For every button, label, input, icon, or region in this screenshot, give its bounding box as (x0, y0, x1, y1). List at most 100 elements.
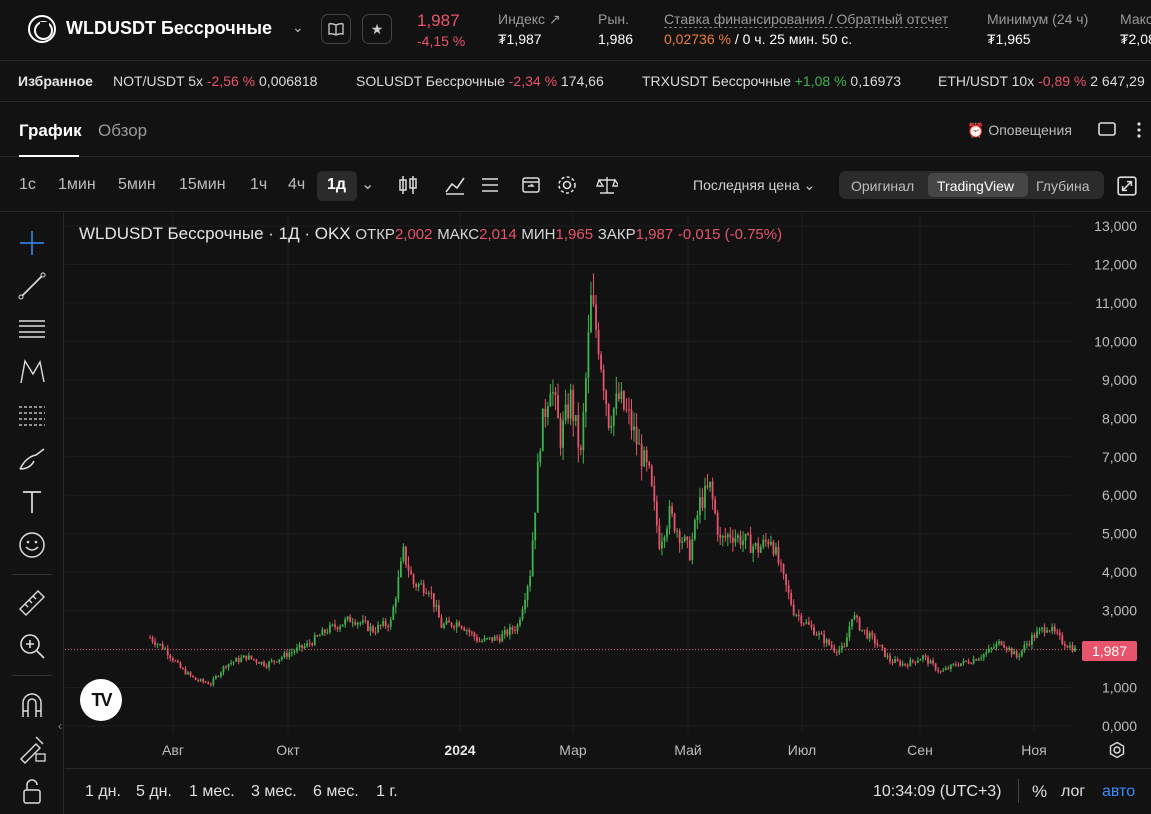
y-axis: 13,000 12,000 11,000 10,000 9,000 8,000 7,000 6… (1094, 218, 1137, 734)
chevron-down-icon[interactable]: ⌄ (361, 176, 375, 193)
candle-body (628, 409, 630, 411)
ruler-icon[interactable] (16, 587, 48, 619)
clock[interactable]: 10:34:09 (UTC+3) (873, 783, 1002, 800)
indicators-icon[interactable] (444, 174, 466, 196)
candle-body (600, 354, 602, 370)
view-depth[interactable]: Глубина (1036, 178, 1090, 194)
candle-body (291, 652, 293, 654)
x-tick-label: Ноя (1021, 742, 1046, 758)
candle-body (417, 584, 420, 587)
candle-body (222, 666, 225, 673)
timeframe-4h[interactable]: 4ч (288, 176, 306, 193)
range-3m[interactable]: 3 мес. (251, 783, 297, 800)
candle-body (721, 536, 724, 538)
worldcoin-logo-icon (28, 15, 56, 43)
unlock-icon[interactable] (16, 775, 48, 807)
range-6m[interactable]: 6 мес. (313, 783, 359, 800)
price-chart[interactable]: 13,000 12,000 11,000 10,000 9,000 8,000 7,000 6… (65, 213, 1151, 768)
chart-settings-icon[interactable] (1108, 741, 1126, 759)
candle-body (323, 629, 326, 633)
candle-body (863, 629, 866, 631)
auto-scale-toggle[interactable]: авто (1102, 783, 1136, 800)
candle-body (795, 614, 798, 616)
lock-drawings-icon[interactable] (16, 732, 48, 764)
timeframe-1s[interactable]: 1с (19, 176, 36, 193)
alarm-clock-icon: ⏰ (967, 122, 985, 138)
price-type-select[interactable]: Последняя цена ⌄ (693, 177, 816, 193)
tab-chart[interactable]: График (19, 121, 82, 140)
timeframe-5m[interactable]: 5мин (118, 176, 156, 193)
range-1d[interactable]: 1 дн. (85, 783, 121, 800)
candle-body (503, 630, 506, 635)
star-icon[interactable]: ★ (362, 14, 392, 44)
timeframe-1d[interactable]: 1д (327, 176, 347, 193)
candle-body (1025, 644, 1028, 646)
emoji-icon[interactable] (16, 529, 48, 561)
fib-levels-icon[interactable] (16, 400, 48, 432)
last-price: 1,987 (417, 11, 460, 30)
candle-body (209, 684, 212, 686)
candle-body (914, 661, 917, 663)
favorite-item[interactable]: SOLUSDT Бессрочные -2,34 % 174,66 (356, 73, 604, 89)
text-tool-icon[interactable] (16, 486, 48, 518)
external-link-icon[interactable]: ↗ (548, 11, 561, 27)
candle-body (901, 663, 904, 666)
funding-label[interactable]: Ставка финансирования / Обратный отсчет (664, 11, 949, 28)
crosshair-icon[interactable] (16, 227, 48, 259)
candle-body (582, 412, 585, 451)
view-original[interactable]: Оригинал (851, 178, 915, 194)
more-vertical-icon[interactable] (1136, 121, 1142, 139)
magnet-icon[interactable] (16, 689, 48, 721)
alerts-button[interactable]: ⏰ Оповещения (967, 122, 1072, 138)
settings-gear-icon[interactable] (556, 174, 578, 196)
chevron-down-icon[interactable]: ⌄ (292, 19, 304, 35)
view-tradingview[interactable]: TradingView (937, 178, 1015, 194)
candle-body (237, 658, 240, 662)
favorite-item[interactable]: ETH/USDT 10x -0,89 % 2 647,29 (938, 73, 1145, 89)
horizontal-lines-icon[interactable] (16, 313, 48, 345)
candle-body (911, 659, 914, 662)
timeframe-1m[interactable]: 1мин (58, 176, 96, 193)
candle-body (840, 645, 843, 650)
timeframe-1h[interactable]: 1ч (250, 176, 268, 193)
trend-line-icon[interactable] (16, 270, 48, 302)
candle-body (835, 651, 838, 653)
candle-body (610, 425, 613, 428)
range-5d[interactable]: 5 дн. (136, 783, 172, 800)
percent-scale-toggle[interactable]: % (1032, 782, 1048, 801)
fullscreen-icon[interactable] (1116, 175, 1138, 197)
tab-overview[interactable]: Обзор (98, 121, 148, 140)
collapse-sidebar-icon[interactable]: ‹ (58, 719, 62, 733)
candle-body (731, 537, 734, 543)
list-icon[interactable] (479, 174, 501, 196)
range-1y[interactable]: 1 г. (376, 783, 398, 800)
timeframe-15m[interactable]: 15мин (179, 176, 226, 193)
range-1m[interactable]: 1 мес. (189, 783, 235, 800)
compare-scale-icon[interactable] (596, 174, 618, 196)
layout-panel-icon[interactable] (1098, 122, 1116, 136)
replay-icon[interactable] (520, 174, 542, 196)
favorite-item[interactable]: NOT/USDT 5x -2,56 % 0,006818 (113, 73, 318, 89)
candles-icon[interactable] (397, 174, 419, 196)
book-icon[interactable] (321, 14, 351, 44)
candle-body (488, 637, 491, 639)
candle-body (924, 655, 927, 657)
high-24h-value: ₮2,08 (1120, 31, 1151, 47)
candle-body (539, 450, 542, 463)
candle-body (268, 661, 271, 668)
tradingview-logo-icon[interactable]: TV (80, 679, 122, 721)
brush-icon[interactable] (16, 443, 48, 475)
candle-body (179, 662, 182, 669)
candle-body (972, 659, 975, 664)
candle-body (572, 389, 575, 422)
candle-body (574, 415, 577, 422)
favorite-item[interactable]: TRXUSDT Бессрочные +1,08 % 0,16973 (642, 73, 902, 89)
candle-body (529, 575, 532, 587)
zoom-in-icon[interactable] (16, 630, 48, 662)
candle-body (739, 535, 742, 545)
candle-body (473, 632, 476, 637)
candle-body (729, 534, 732, 538)
instrument-name[interactable]: WLDUSDT Бессрочные (66, 18, 272, 38)
pattern-icon[interactable] (16, 356, 48, 388)
log-scale-toggle[interactable]: лог (1061, 783, 1086, 800)
